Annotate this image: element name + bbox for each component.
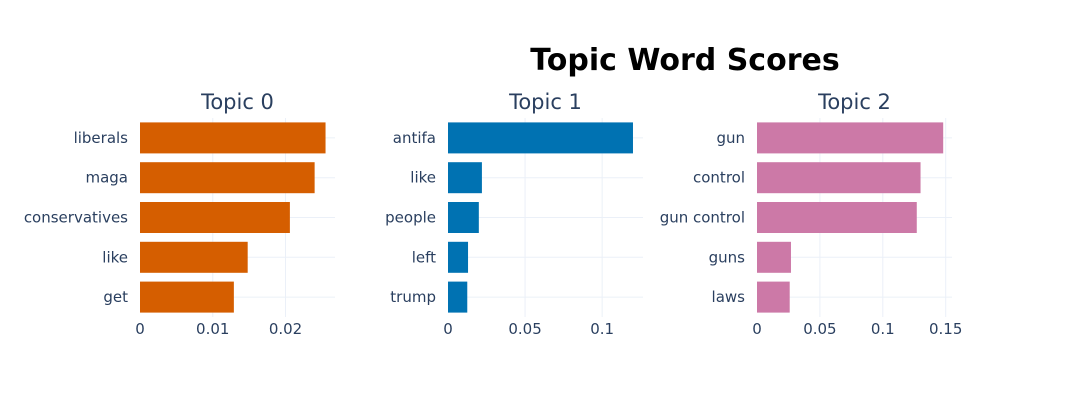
- bar: [757, 162, 921, 194]
- category-label: left: [412, 248, 436, 266]
- category-label: gun control: [660, 209, 745, 227]
- bar: [140, 281, 234, 313]
- bar: [448, 162, 482, 194]
- category-label: guns: [709, 248, 746, 266]
- category-label: gun: [716, 129, 745, 147]
- category-label: trump: [390, 288, 436, 306]
- category-label: liberals: [74, 129, 129, 147]
- x-tick-label: 0.1: [590, 320, 614, 338]
- x-tick-label: 0: [135, 320, 145, 338]
- x-tick-label: 0.05: [803, 320, 836, 338]
- bar: [448, 202, 479, 233]
- x-tick-label: 0.01: [196, 320, 229, 338]
- category-label: maga: [85, 169, 128, 187]
- x-tick-label: 0.1: [871, 320, 895, 338]
- bar: [448, 281, 468, 313]
- bar: [757, 241, 791, 273]
- category-label: people: [385, 209, 436, 227]
- bar: [140, 162, 315, 194]
- bar: [448, 241, 469, 273]
- category-label: laws: [712, 288, 746, 306]
- x-tick-label: 0: [752, 320, 762, 338]
- chart-title: Topic Word Scores: [530, 43, 839, 78]
- bar: [140, 202, 290, 233]
- bar: [757, 281, 790, 313]
- panel-title: Topic 0: [200, 90, 274, 114]
- category-label: antifa: [393, 129, 436, 147]
- bar: [757, 122, 944, 154]
- category-label: get: [103, 288, 128, 306]
- bar: [140, 122, 326, 154]
- x-tick-label: 0: [443, 320, 453, 338]
- panel-title: Topic 1: [508, 90, 582, 114]
- bar: [448, 122, 633, 154]
- category-label: conservatives: [24, 209, 128, 227]
- bar: [140, 241, 248, 273]
- x-tick-label: 0.02: [269, 320, 302, 338]
- bar: [757, 202, 917, 233]
- category-label: control: [693, 169, 745, 187]
- category-label: like: [410, 169, 436, 187]
- x-tick-label: 0.15: [929, 320, 962, 338]
- panel-title: Topic 2: [817, 90, 891, 114]
- x-tick-label: 0.05: [508, 320, 541, 338]
- category-label: like: [102, 248, 128, 266]
